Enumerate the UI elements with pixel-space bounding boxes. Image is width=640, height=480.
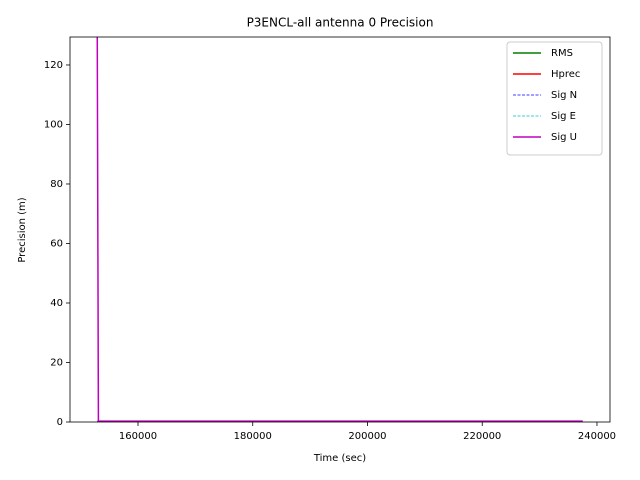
series-line <box>96 37 583 422</box>
y-tick-label: 60 <box>50 238 63 249</box>
y-tick-label: 80 <box>50 179 63 190</box>
axes-frame <box>69 36 611 423</box>
chart-title: P3ENCL-all antenna 0 Precision <box>247 16 434 30</box>
legend-label: RMS <box>551 48 573 59</box>
y-tick-label: 40 <box>50 298 63 309</box>
x-tick-label: 200000 <box>348 431 386 442</box>
legend-label: Sig U <box>551 132 577 143</box>
x-tick-label: 240000 <box>578 431 616 442</box>
y-tick-label: 20 <box>50 357 63 368</box>
legend-label: Sig N <box>551 90 577 101</box>
legend-label: Sig E <box>551 111 576 122</box>
y-tick-label: 100 <box>44 119 63 130</box>
legend-label: Hprec <box>551 69 580 80</box>
x-tick-label: 180000 <box>234 431 272 442</box>
y-tick-label: 120 <box>44 60 63 71</box>
legend-box <box>506 41 603 156</box>
x-tick-label: 160000 <box>119 431 157 442</box>
x-axis-label: Time (sec) <box>313 453 366 464</box>
y-axis-label: Precision (m) <box>17 197 28 262</box>
y-tick-label: 0 <box>57 417 63 428</box>
x-tick-label: 220000 <box>463 431 501 442</box>
